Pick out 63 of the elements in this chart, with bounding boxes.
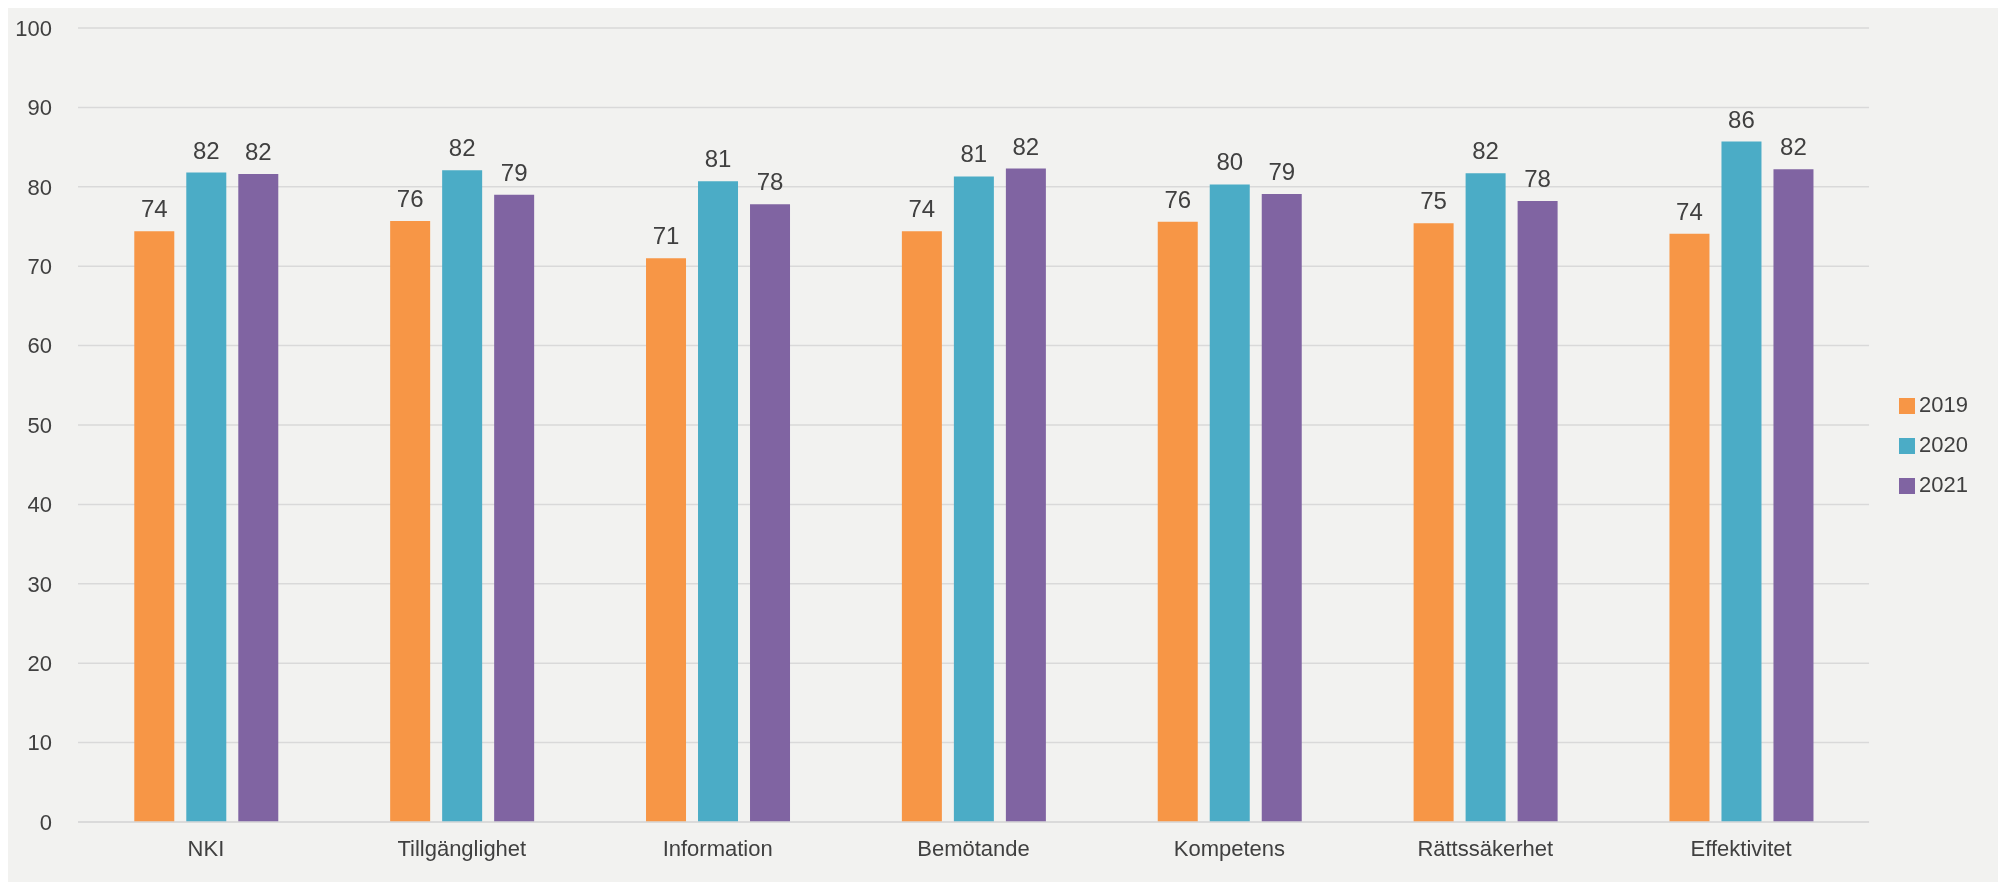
bar bbox=[953, 176, 994, 822]
y-tick-label: 30 bbox=[27, 571, 52, 597]
x-tick-label: Bemötande bbox=[917, 835, 1030, 861]
x-tick-label: Kompetens bbox=[1173, 835, 1286, 861]
data-label: 76 bbox=[1164, 185, 1192, 213]
bar bbox=[646, 258, 687, 822]
bar bbox=[1005, 168, 1046, 822]
bar bbox=[134, 231, 175, 822]
x-tick-label: Information bbox=[662, 835, 773, 861]
bar bbox=[1517, 201, 1558, 822]
data-label: 82 bbox=[244, 138, 272, 166]
legend-label: 2019 bbox=[1919, 392, 1968, 417]
data-label: 74 bbox=[140, 195, 168, 223]
y-tick-label: 50 bbox=[27, 412, 52, 438]
legend-label: 2020 bbox=[1919, 432, 1968, 457]
data-label: 74 bbox=[908, 195, 936, 223]
bar bbox=[442, 170, 483, 822]
data-label: 74 bbox=[1676, 197, 1703, 225]
y-tick-label: 90 bbox=[27, 95, 52, 121]
data-label: 82 bbox=[192, 136, 220, 164]
data-label: 86 bbox=[1728, 105, 1755, 133]
x-tick-label: Rättssäkerhet bbox=[1417, 835, 1554, 861]
data-label: 80 bbox=[1216, 148, 1244, 176]
data-label: 78 bbox=[1524, 165, 1551, 193]
bar bbox=[698, 181, 739, 822]
x-tick-label: Tillgänglighet bbox=[397, 835, 527, 861]
bar bbox=[494, 194, 535, 822]
bar bbox=[1261, 193, 1302, 822]
data-label: 82 bbox=[1472, 137, 1499, 165]
data-label: 79 bbox=[500, 158, 528, 186]
bar bbox=[390, 220, 431, 822]
y-tick-label: 100 bbox=[15, 15, 52, 41]
data-label: 82 bbox=[448, 134, 476, 162]
legend-label: 2021 bbox=[1919, 472, 1968, 497]
bar bbox=[186, 172, 227, 822]
y-tick-label: 0 bbox=[39, 809, 52, 835]
y-tick-label: 80 bbox=[27, 174, 52, 200]
bar bbox=[1209, 184, 1250, 822]
y-tick-label: 40 bbox=[27, 492, 52, 518]
x-tick-label: NKI bbox=[187, 835, 225, 861]
bar bbox=[1465, 173, 1506, 822]
bar bbox=[750, 204, 791, 822]
data-label: 78 bbox=[756, 168, 784, 196]
y-tick-label: 60 bbox=[27, 333, 52, 359]
bar bbox=[1413, 223, 1454, 822]
data-label: 79 bbox=[1268, 157, 1296, 185]
x-tick-label: Effektivitet bbox=[1690, 835, 1792, 861]
data-label: 82 bbox=[1780, 133, 1807, 161]
y-tick-label: 70 bbox=[27, 254, 52, 280]
y-tick-label: 10 bbox=[27, 730, 52, 756]
bar bbox=[1721, 141, 1762, 822]
data-label: 71 bbox=[652, 222, 680, 250]
bar bbox=[1157, 221, 1198, 822]
bar bbox=[901, 231, 942, 822]
data-label: 81 bbox=[704, 145, 732, 173]
bar bbox=[1773, 169, 1814, 822]
data-label: 76 bbox=[396, 184, 424, 212]
data-label: 81 bbox=[960, 140, 988, 168]
bar bbox=[1669, 233, 1710, 822]
y-tick-label: 20 bbox=[27, 651, 52, 677]
data-label: 75 bbox=[1420, 187, 1447, 215]
data-label: 82 bbox=[1012, 132, 1040, 160]
bar bbox=[238, 174, 279, 822]
